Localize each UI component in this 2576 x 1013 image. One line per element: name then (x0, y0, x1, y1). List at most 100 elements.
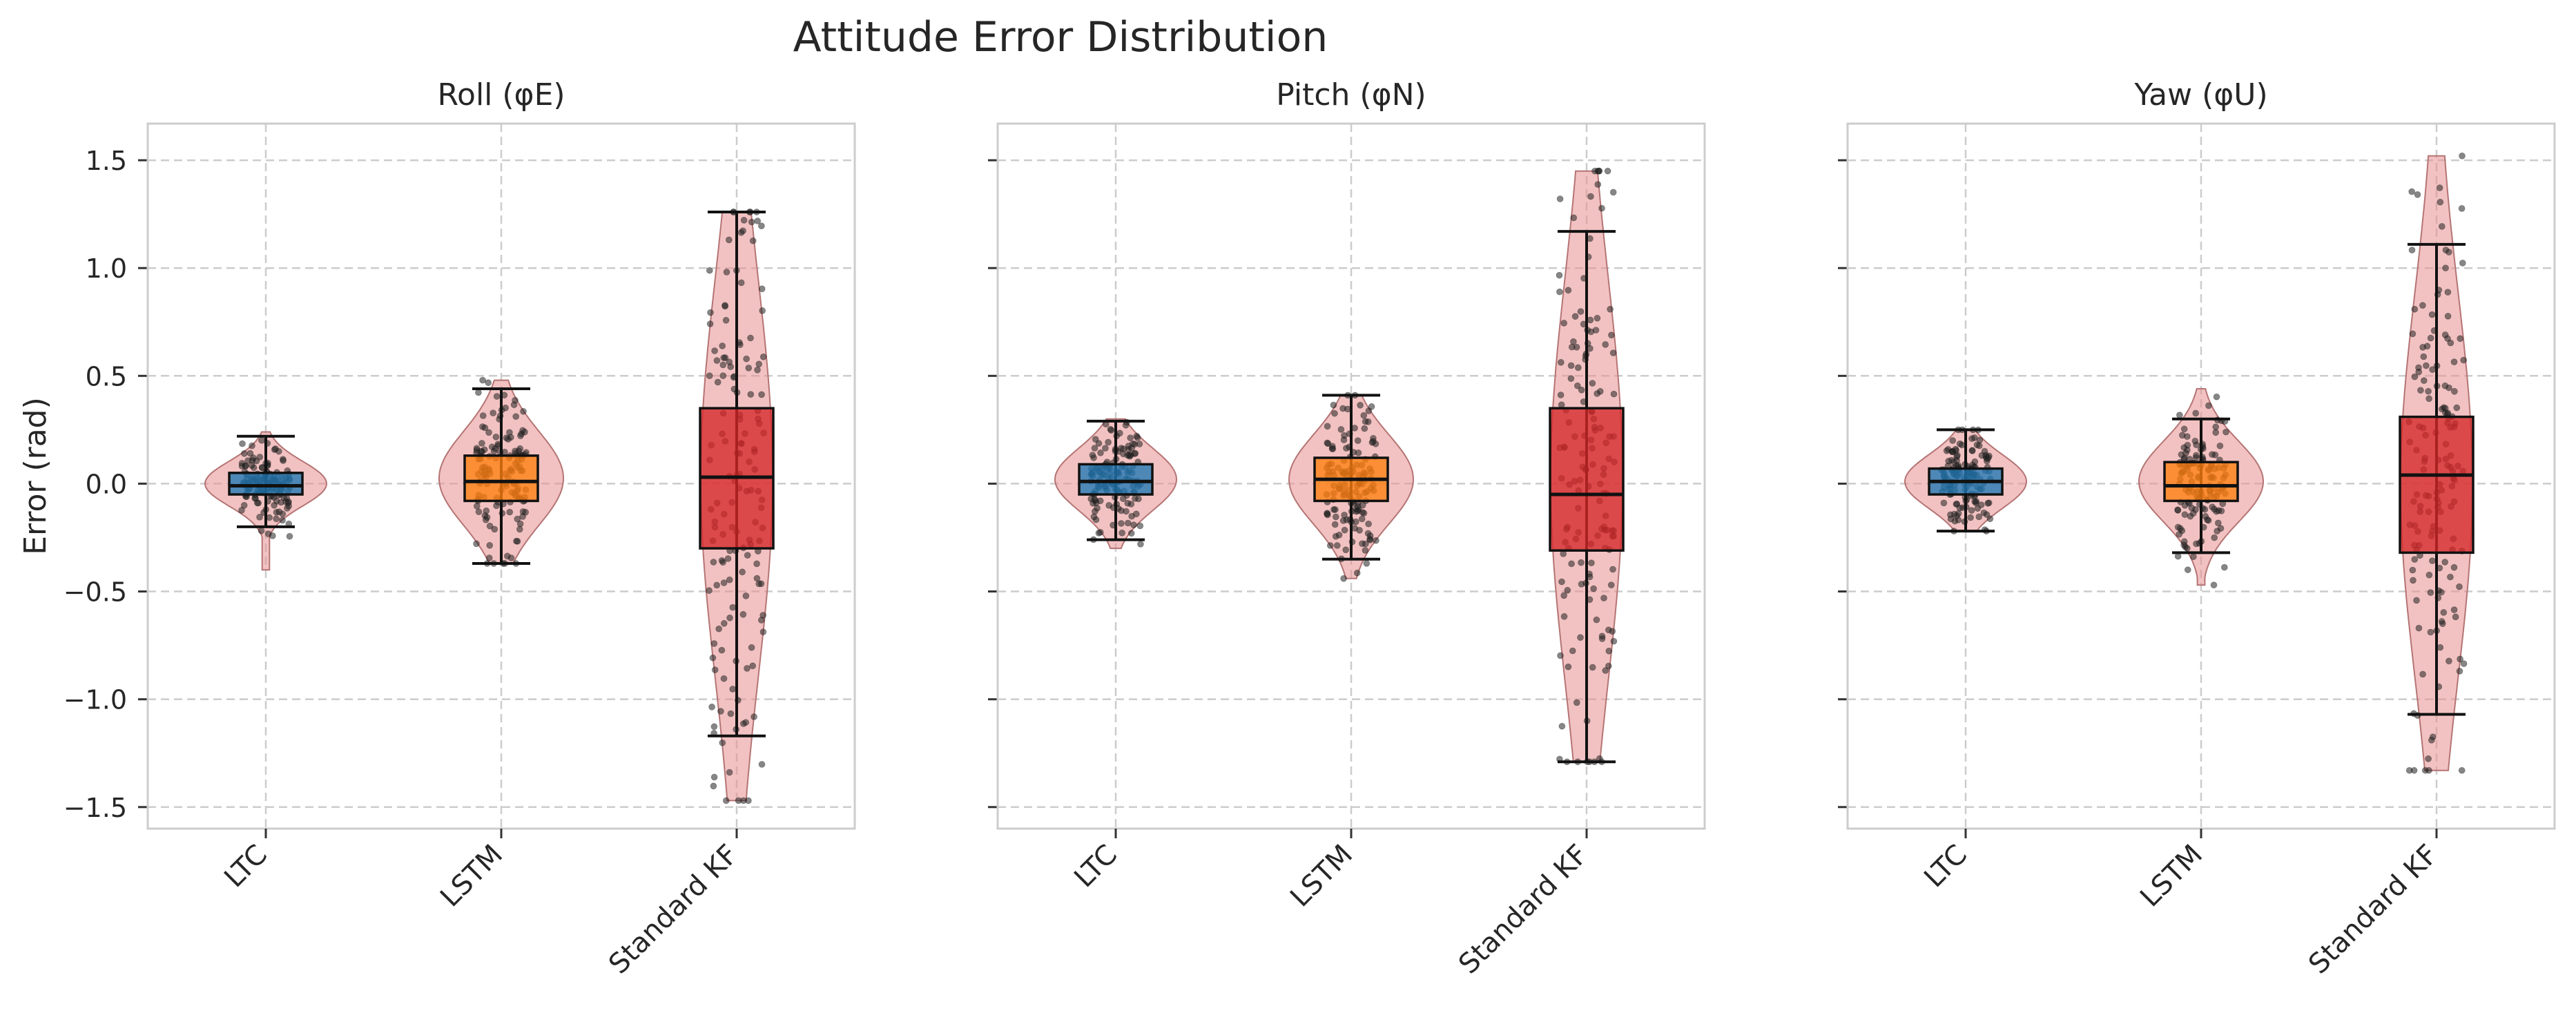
data-point (2428, 311, 2436, 318)
data-point (2445, 657, 2452, 665)
data-point (1955, 517, 1962, 523)
data-point (740, 216, 748, 224)
data-point (1560, 319, 1568, 327)
data-point (745, 365, 753, 372)
data-point (706, 372, 713, 380)
data-point (758, 285, 766, 293)
data-point (1565, 287, 1572, 294)
figure-title: Attitude Error Distribution (793, 13, 1328, 61)
y-tick-label: −0.5 (64, 577, 127, 608)
data-point (2213, 393, 2220, 401)
data-point (2459, 259, 2466, 267)
data-point (2423, 343, 2431, 350)
data-point (478, 447, 485, 455)
data-point (723, 269, 730, 276)
data-point (749, 237, 757, 244)
data-point (2212, 429, 2220, 436)
data-point (2450, 358, 2458, 365)
data-point (1095, 440, 1103, 447)
data-point (2411, 305, 2419, 313)
data-point (514, 515, 521, 523)
data-point (1092, 436, 1099, 443)
data-point (1984, 500, 1992, 507)
data-point (2460, 356, 2468, 364)
data-point (1956, 504, 1964, 512)
data-point (2453, 404, 2461, 412)
data-point (1950, 459, 1957, 466)
data-point (709, 654, 717, 662)
data-point (722, 797, 730, 804)
data-point (1557, 358, 1565, 366)
data-point (2458, 204, 2466, 212)
data-point (1560, 612, 1568, 620)
data-point (1592, 327, 1600, 334)
data-point (258, 527, 265, 534)
data-point (1136, 522, 1144, 530)
data-point (1578, 386, 1585, 394)
data-point (739, 797, 747, 804)
data-point (749, 662, 757, 670)
data-point (2419, 670, 2427, 678)
data-point (493, 502, 500, 510)
data-point (1574, 364, 1582, 372)
data-point (2452, 613, 2459, 621)
data-point (1589, 664, 1596, 671)
data-point (240, 450, 248, 457)
data-point (1329, 445, 1337, 452)
data-point (2409, 330, 2417, 338)
data-point (2427, 589, 2434, 596)
data-point (1370, 438, 1377, 445)
data-point (747, 391, 755, 398)
data-point (2413, 597, 2420, 604)
data-point (2441, 331, 2449, 338)
data-point (2442, 264, 2450, 272)
data-point (1587, 559, 1595, 567)
data-point (1593, 616, 1600, 624)
data-point (758, 222, 765, 230)
data-point (742, 719, 750, 726)
data-point (485, 379, 492, 387)
data-point (1607, 331, 1615, 339)
data-point (1569, 647, 1576, 655)
data-point (2189, 510, 2197, 517)
data-point (1587, 316, 1594, 324)
data-point (1091, 445, 1098, 452)
data-point (1557, 392, 1565, 398)
panel-title: Pitch (φN) (1276, 77, 1426, 113)
data-point (2419, 302, 2426, 309)
data-point (710, 723, 718, 731)
data-point (1119, 495, 1127, 503)
data-point (239, 440, 246, 447)
data-point (2201, 505, 2209, 513)
data-point (1609, 349, 1617, 357)
data-point (2425, 395, 2433, 403)
data-point (2438, 222, 2446, 230)
y-tick-label: 0.0 (86, 469, 127, 499)
data-point (1605, 647, 1613, 655)
data-point (725, 236, 733, 244)
data-point (2437, 588, 2445, 596)
data-point (2211, 534, 2218, 541)
data-point (2209, 451, 2216, 458)
data-point (1577, 634, 1584, 641)
data-point (2436, 184, 2443, 191)
data-point (1332, 513, 1339, 521)
data-point (1609, 566, 1616, 573)
data-point (720, 675, 728, 682)
data-point (507, 554, 515, 561)
data-point (2181, 502, 2189, 509)
data-point (1365, 520, 1372, 528)
data-point (1953, 452, 1961, 459)
data-point (1986, 515, 1994, 523)
data-point (249, 442, 255, 450)
data-point (1609, 189, 1617, 196)
data-point (722, 316, 730, 324)
data-point (758, 391, 765, 398)
data-point (286, 532, 293, 540)
data-point (1971, 458, 1979, 465)
data-point (2420, 353, 2428, 360)
data-point (719, 739, 726, 746)
data-point (2216, 442, 2224, 450)
data-point (269, 532, 276, 539)
